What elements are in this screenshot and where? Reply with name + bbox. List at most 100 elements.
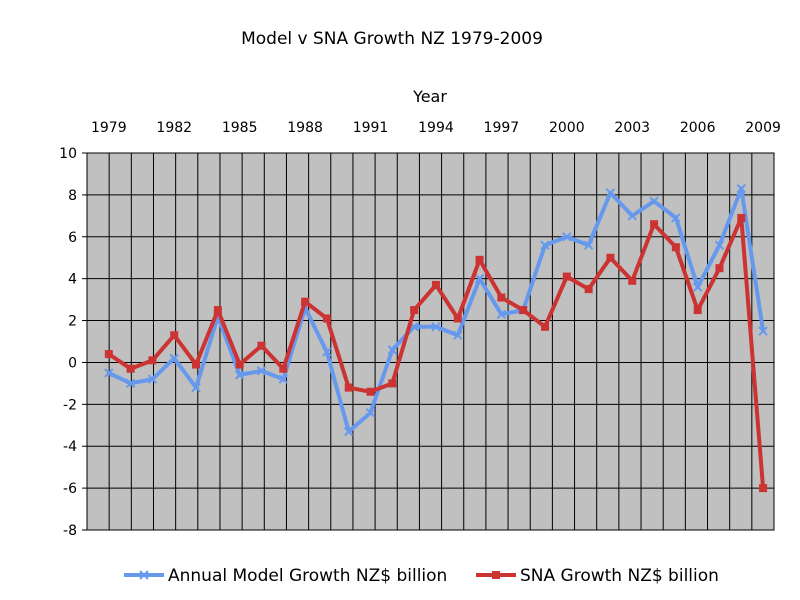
data-point — [540, 240, 550, 250]
marker-stroke — [496, 309, 507, 319]
legend-item-1: Annual Model Growth NZ$ billion — [124, 566, 447, 586]
y-tick-label: -8 — [63, 523, 77, 539]
marker-stroke — [474, 273, 485, 284]
data-point — [474, 273, 485, 284]
legend: Annual Model Growth NZ$ billion SNA Growt… — [124, 566, 719, 586]
marker-stroke — [627, 211, 637, 221]
marker-stroke — [692, 282, 703, 292]
y-axis-ticks: -8 -6 -4 -2 0 2 4 6 8 10 — [59, 146, 87, 539]
legend-item-2: SNA Growth NZ$ billion — [476, 566, 719, 586]
data-point — [322, 314, 331, 323]
marker-stroke — [605, 188, 616, 198]
data-point — [147, 374, 158, 384]
data-point — [191, 382, 201, 393]
marker-stroke — [540, 240, 550, 250]
marker-stroke — [409, 322, 419, 332]
data-point — [192, 360, 201, 369]
data-point — [693, 306, 702, 315]
data-point — [758, 326, 768, 336]
marker-stroke — [322, 347, 332, 357]
data-point — [736, 183, 746, 194]
data-point — [562, 272, 571, 281]
data-point — [279, 364, 288, 373]
data-point — [692, 282, 703, 292]
y-tick-label: -4 — [63, 439, 77, 455]
y-tick-label: -2 — [63, 397, 77, 413]
data-point — [126, 364, 135, 373]
chart-title: Model v SNA Growth NZ 1979-2009 — [241, 29, 543, 49]
legend-label: Annual Model Growth NZ$ billion — [168, 566, 447, 586]
data-point — [301, 297, 310, 306]
data-point — [170, 331, 179, 340]
data-point — [322, 347, 332, 357]
marker-stroke — [431, 322, 441, 332]
data-point — [453, 330, 463, 340]
data-point — [125, 378, 136, 389]
marker-stroke — [562, 232, 572, 242]
marker-stroke — [736, 183, 746, 194]
series-layer — [104, 183, 768, 493]
series-2 — [104, 213, 768, 493]
data-point — [257, 341, 266, 350]
data-point — [431, 280, 440, 289]
data-point — [256, 366, 267, 376]
plot-area — [86, 152, 775, 531]
data-point — [737, 213, 746, 222]
data-point — [213, 306, 222, 315]
x-tick-label: 2003 — [614, 120, 650, 136]
marker-stroke — [234, 370, 245, 380]
marker-stroke — [365, 408, 376, 418]
marker-stroke — [387, 345, 398, 355]
data-point — [605, 188, 616, 198]
y-tick-label: 6 — [68, 230, 77, 246]
series-1 — [104, 183, 768, 437]
data-point — [562, 232, 572, 242]
data-point — [541, 322, 549, 331]
x-axis-title: Year — [412, 87, 447, 106]
data-point — [104, 368, 114, 378]
marker-stroke — [714, 240, 725, 250]
x-tick-label: 1991 — [353, 120, 389, 136]
marker-stroke — [671, 213, 681, 223]
marker-stroke — [583, 240, 594, 250]
data-point — [410, 306, 419, 315]
legend-swatch-marker — [139, 570, 149, 580]
data-point — [388, 379, 397, 388]
data-point — [475, 255, 484, 264]
data-point — [431, 322, 441, 332]
x-tick-label: 2000 — [549, 120, 585, 136]
data-point — [365, 408, 376, 418]
marker-stroke — [278, 374, 288, 384]
y-tick-label: 4 — [68, 272, 77, 288]
data-point — [519, 306, 528, 315]
data-point — [628, 276, 637, 285]
data-point — [344, 383, 353, 392]
data-point — [583, 240, 594, 250]
data-point — [671, 213, 681, 223]
y-tick-label: 8 — [68, 188, 77, 204]
data-point — [606, 253, 615, 262]
marker-stroke — [256, 366, 267, 376]
marker-stroke — [758, 326, 768, 336]
legend-label: SNA Growth NZ$ billion — [520, 566, 719, 586]
marker-stroke — [344, 426, 354, 437]
data-point — [344, 426, 354, 437]
data-point — [169, 353, 179, 363]
data-point — [671, 243, 680, 252]
y-tick-label: 2 — [68, 314, 77, 330]
x-axis-ticks: 1979 1982 1985 1988 1991 1994 1997 2000 2003 2006… — [91, 120, 781, 136]
marker-stroke — [453, 330, 463, 340]
data-point — [759, 484, 768, 493]
y-tick-label: -6 — [63, 481, 77, 497]
x-tick-label: 1982 — [156, 120, 192, 136]
marker-stroke — [104, 368, 114, 378]
data-point — [453, 314, 462, 323]
x-tick-label: 2009 — [745, 120, 781, 136]
data-point — [715, 264, 724, 273]
data-point — [104, 350, 113, 359]
legend-swatch-marker — [492, 571, 500, 579]
data-point — [387, 345, 398, 355]
plot-border — [86, 152, 775, 531]
x-tick-label: 2006 — [680, 120, 716, 136]
